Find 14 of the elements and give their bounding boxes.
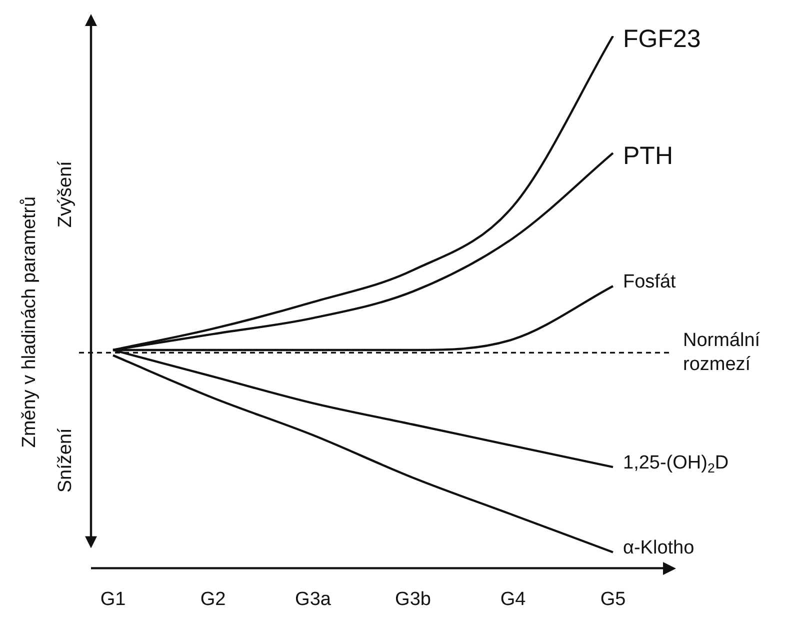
text: Zvýšení — [55, 160, 76, 228]
series-label: PTH — [623, 142, 673, 170]
series-label: FGF23 — [623, 24, 701, 53]
ref-line-label: Normální rozmezí — [683, 330, 761, 375]
x-tick-label: G5 — [600, 588, 626, 610]
y-axis-title: Změny v hladinách parametrů — [19, 196, 40, 448]
x-tick-label: G3b — [395, 588, 431, 610]
series-label: α-Klotho — [623, 537, 694, 558]
x-tick-label: G2 — [200, 588, 226, 610]
x-tick-label: G4 — [500, 588, 526, 610]
x-tick-label: G1 — [100, 588, 126, 610]
text: Snížení — [55, 427, 76, 493]
series-label: Fosfát — [623, 271, 677, 292]
x-tick-label: G3a — [295, 588, 332, 610]
